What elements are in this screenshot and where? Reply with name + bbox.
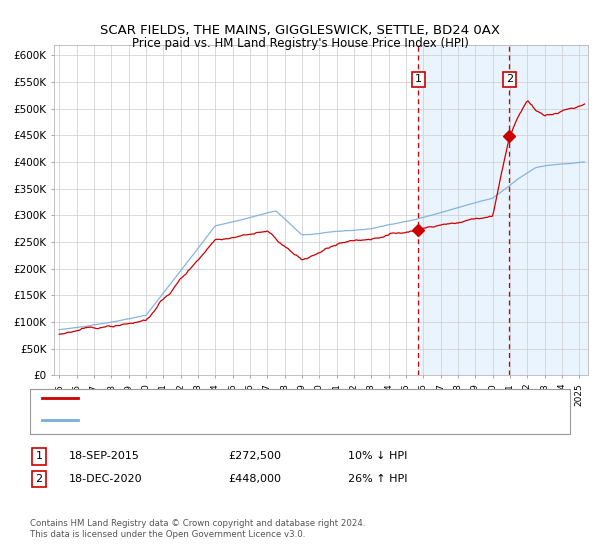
Text: Contains HM Land Registry data © Crown copyright and database right 2024.
This d: Contains HM Land Registry data © Crown c… (30, 520, 365, 539)
Text: 1: 1 (415, 74, 422, 85)
Text: Price paid vs. HM Land Registry's House Price Index (HPI): Price paid vs. HM Land Registry's House … (131, 37, 469, 50)
Text: 2: 2 (506, 74, 513, 85)
Text: 2: 2 (35, 474, 43, 484)
Text: HPI: Average price, detached house, North Yorkshire: HPI: Average price, detached house, Nort… (84, 415, 340, 425)
Text: 26% ↑ HPI: 26% ↑ HPI (348, 474, 407, 484)
Text: 18-SEP-2015: 18-SEP-2015 (69, 451, 140, 461)
Text: £448,000: £448,000 (228, 474, 281, 484)
Text: 18-DEC-2020: 18-DEC-2020 (69, 474, 143, 484)
Text: 1: 1 (35, 451, 43, 461)
Text: SCAR FIELDS, THE MAINS, GIGGLESWICK, SETTLE, BD24 0AX: SCAR FIELDS, THE MAINS, GIGGLESWICK, SET… (100, 24, 500, 38)
Text: SCAR FIELDS, THE MAINS, GIGGLESWICK, SETTLE, BD24 0AX (detached house): SCAR FIELDS, THE MAINS, GIGGLESWICK, SET… (84, 393, 469, 403)
Text: 10% ↓ HPI: 10% ↓ HPI (348, 451, 407, 461)
Text: £272,500: £272,500 (228, 451, 281, 461)
Bar (418, 45, 588, 375)
